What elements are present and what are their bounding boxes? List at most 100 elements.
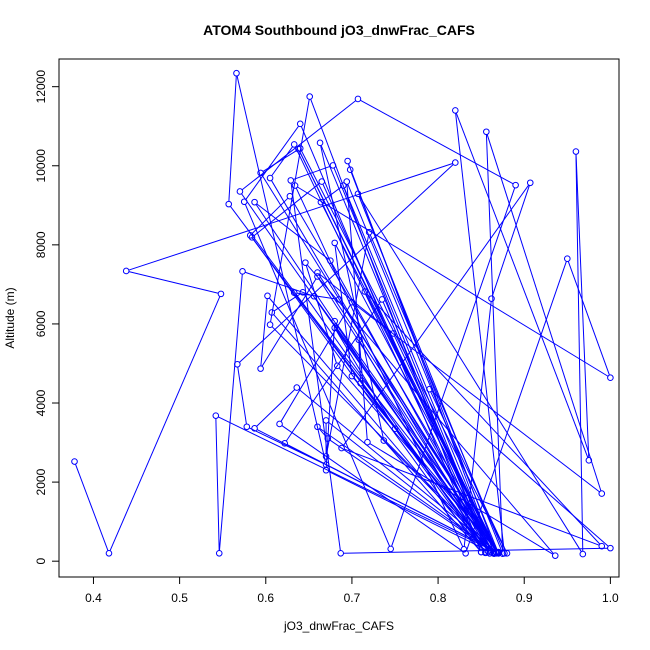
series-segment xyxy=(329,439,493,552)
series-segment xyxy=(218,416,497,553)
x-tick-label: 0.5 xyxy=(171,591,188,605)
series-segment xyxy=(335,330,394,427)
data-point xyxy=(243,423,251,431)
data-point xyxy=(598,490,606,497)
series-segment xyxy=(218,274,243,551)
data-point xyxy=(378,296,386,303)
series-segment xyxy=(251,197,289,234)
series-segment xyxy=(567,261,610,376)
series-segment xyxy=(347,183,498,551)
y-tick-label: 6000 xyxy=(34,310,48,337)
series-segment xyxy=(325,323,336,468)
series-segment xyxy=(361,385,489,550)
data-point xyxy=(357,379,364,387)
data-point xyxy=(483,128,490,136)
series-segment xyxy=(304,294,485,551)
series-segment xyxy=(319,273,392,333)
data-point xyxy=(314,269,321,276)
y-tick-label: 8000 xyxy=(34,231,48,258)
data-point xyxy=(248,234,256,241)
data-point xyxy=(257,365,264,372)
series-segment xyxy=(228,76,237,202)
data-point xyxy=(233,69,240,77)
data-point xyxy=(361,288,369,295)
series-segment xyxy=(335,245,498,552)
series-segment xyxy=(237,366,247,425)
series-segment xyxy=(431,390,609,547)
data-point xyxy=(71,458,78,465)
series-segment xyxy=(319,427,495,553)
series-segment xyxy=(280,304,351,422)
data-point xyxy=(291,182,299,189)
x-tick-label: 0.6 xyxy=(257,591,274,605)
data-point xyxy=(598,542,606,550)
data-point xyxy=(486,548,494,555)
y-tick-label: 4000 xyxy=(34,389,48,416)
data-point xyxy=(338,444,345,452)
y-tick-label: 10000 xyxy=(34,149,48,183)
data-point xyxy=(329,162,337,169)
series-segment xyxy=(328,471,488,551)
series-segment xyxy=(290,183,341,551)
data-point xyxy=(318,178,326,185)
data-point xyxy=(477,548,485,556)
series-segment xyxy=(575,154,590,458)
data-point xyxy=(346,166,354,174)
series-segment xyxy=(486,134,602,492)
data-point xyxy=(348,372,356,380)
series-segment xyxy=(360,99,514,185)
series-segment xyxy=(347,163,350,168)
y-axis-label: Altitude (m) xyxy=(3,287,17,348)
data-point xyxy=(234,360,241,368)
x-tick-label: 0.9 xyxy=(516,591,533,605)
series-segment xyxy=(391,187,516,547)
data-point xyxy=(355,336,363,344)
series-segment xyxy=(295,187,464,547)
data-point xyxy=(290,141,298,148)
series-segment xyxy=(253,182,320,236)
data-point xyxy=(387,545,394,553)
data-point xyxy=(302,259,309,266)
series-segment xyxy=(343,187,494,551)
series-segment xyxy=(366,293,601,545)
data-point xyxy=(495,549,502,557)
series-segment xyxy=(318,278,493,552)
x-axis: 0.4 0.5 0.6 0.7 0.8 0.9 1.0 xyxy=(85,576,619,605)
data-point xyxy=(268,309,276,316)
data-point xyxy=(460,546,468,553)
series-segment xyxy=(455,113,505,551)
series-segment xyxy=(385,442,493,552)
data-point xyxy=(314,273,321,280)
y-tick-label: 2000 xyxy=(34,468,48,495)
data-point xyxy=(293,384,301,391)
data-point xyxy=(551,552,559,559)
data-point xyxy=(365,228,373,236)
data-point xyxy=(389,330,397,337)
data-point xyxy=(122,267,130,275)
data-point xyxy=(462,549,469,557)
data-point xyxy=(331,324,338,332)
series-segment xyxy=(358,196,503,552)
series-segment xyxy=(335,329,493,552)
data-point xyxy=(310,292,318,300)
series-segment xyxy=(369,443,554,555)
series-segment xyxy=(318,274,498,551)
series-lines xyxy=(75,75,610,555)
data-point xyxy=(276,420,283,428)
data-point xyxy=(257,169,264,177)
data-point xyxy=(324,435,332,442)
series-segment xyxy=(491,185,530,297)
data-point xyxy=(246,232,254,239)
series-segment xyxy=(241,100,357,191)
series-segment xyxy=(128,163,453,271)
data-point xyxy=(290,289,298,296)
data-point xyxy=(296,145,304,152)
data-point xyxy=(331,239,338,247)
data-point xyxy=(314,423,321,431)
series-segment xyxy=(256,203,329,260)
data-point xyxy=(322,453,330,460)
series-segment xyxy=(305,265,337,364)
data-point xyxy=(607,374,614,382)
data-point xyxy=(512,181,519,189)
data-point xyxy=(236,188,244,195)
